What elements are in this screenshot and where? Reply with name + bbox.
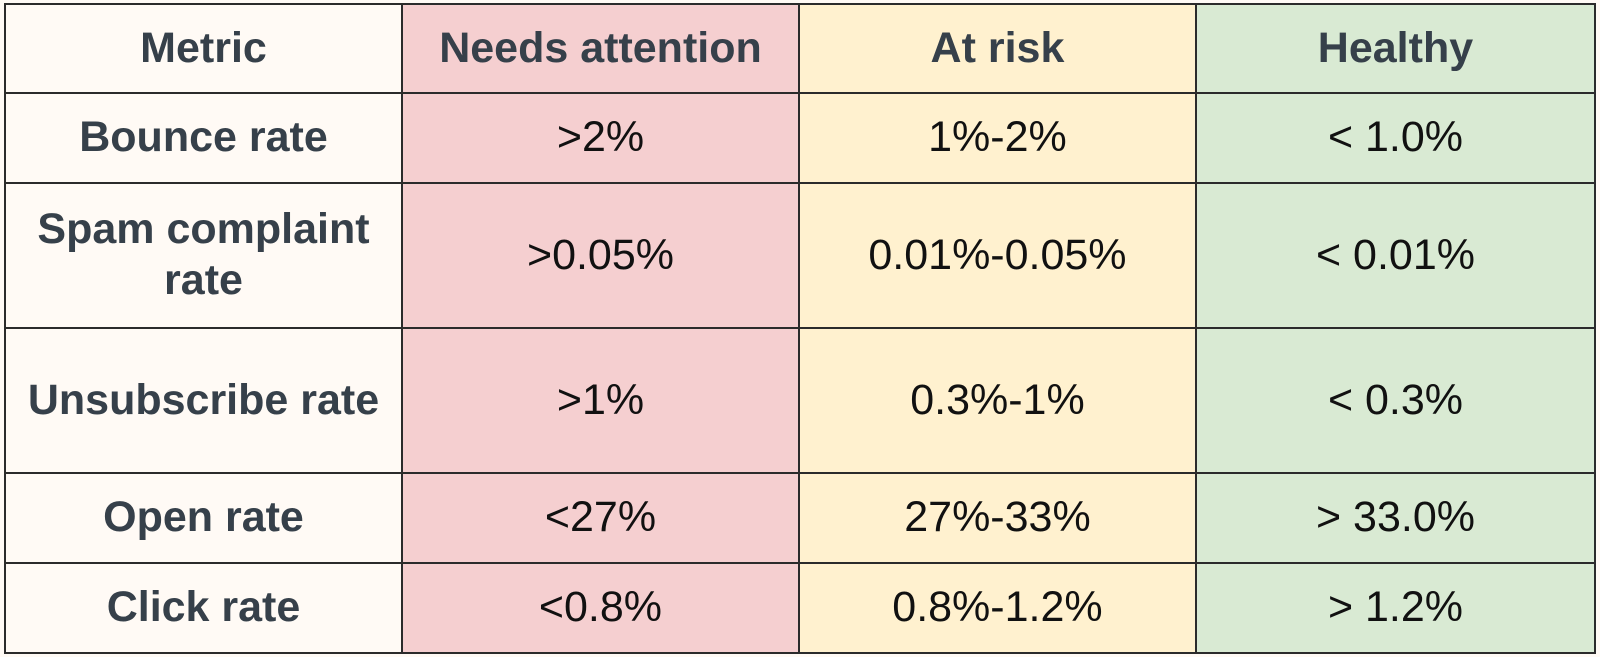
- at-risk-cell: 0.01%-0.05%: [797, 181, 1197, 330]
- header-needs-attention: Needs attention: [400, 3, 800, 94]
- at-risk-cell: 0.3%-1%: [797, 327, 1197, 475]
- needs-attention-cell: >2%: [400, 92, 800, 184]
- table-row: Spam complaint rate >0.05% 0.01%-0.05% <…: [4, 181, 1597, 330]
- table-row: Unsubscribe rate >1% 0.3%-1% < 0.3%: [4, 327, 1597, 475]
- needs-attention-cell: >1%: [400, 327, 800, 475]
- header-at-risk: At risk: [797, 3, 1197, 94]
- healthy-cell: > 1.2%: [1194, 562, 1597, 654]
- metric-name-cell: Bounce rate: [4, 92, 403, 184]
- at-risk-cell: 1%-2%: [797, 92, 1197, 184]
- needs-attention-cell: >0.05%: [400, 181, 800, 330]
- table-row: Bounce rate >2% 1%-2% < 1.0%: [4, 92, 1597, 184]
- healthy-cell: < 1.0%: [1194, 92, 1597, 184]
- healthy-cell: < 0.3%: [1194, 327, 1597, 475]
- at-risk-cell: 0.8%-1.2%: [797, 562, 1197, 654]
- needs-attention-cell: <27%: [400, 472, 800, 565]
- healthy-cell: < 0.01%: [1194, 181, 1597, 330]
- metric-name-cell: Click rate: [4, 562, 403, 654]
- metric-name-cell: Unsubscribe rate: [4, 327, 403, 475]
- healthy-cell: > 33.0%: [1194, 472, 1597, 565]
- table-row: Open rate <27% 27%-33% > 33.0%: [4, 472, 1597, 565]
- needs-attention-cell: <0.8%: [400, 562, 800, 654]
- header-row: Metric Needs attention At risk Healthy: [4, 3, 1597, 94]
- metric-name-cell: Open rate: [4, 472, 403, 565]
- email-metrics-table: Metric Needs attention At risk Healthy B…: [4, 3, 1597, 654]
- table-row: Click rate <0.8% 0.8%-1.2% > 1.2%: [4, 562, 1597, 654]
- at-risk-cell: 27%-33%: [797, 472, 1197, 565]
- header-metric: Metric: [4, 3, 403, 94]
- header-healthy: Healthy: [1194, 3, 1597, 94]
- metric-name-cell: Spam complaint rate: [4, 181, 403, 330]
